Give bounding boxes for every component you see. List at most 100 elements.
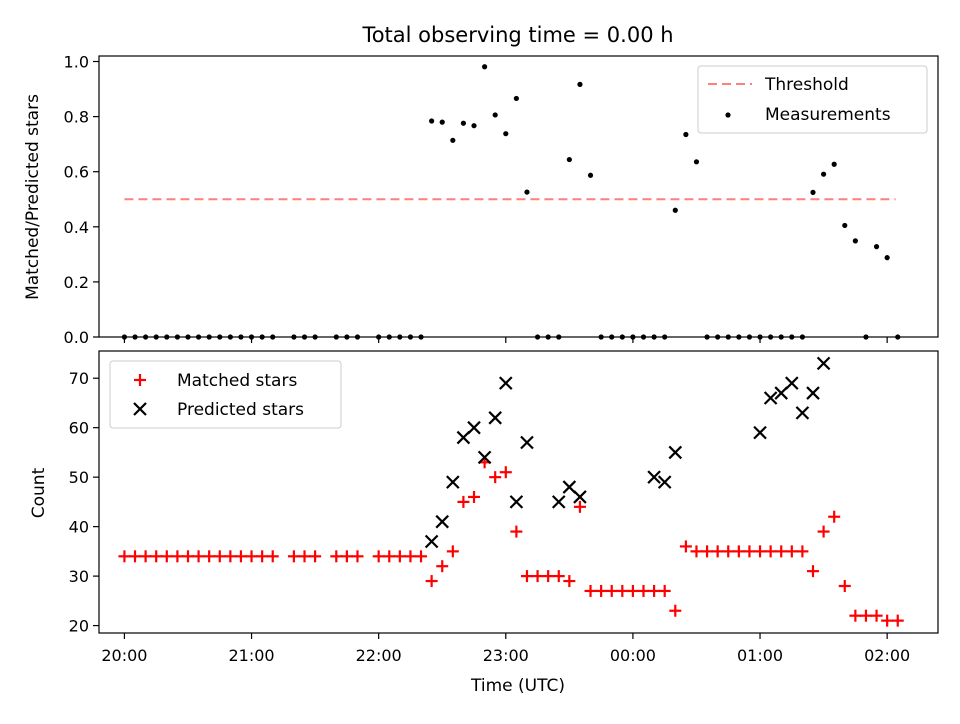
count-y-tick-label: 30	[69, 567, 89, 586]
matched-star-point	[637, 584, 650, 597]
matched-star-point	[171, 550, 184, 563]
matched-star-point	[881, 614, 894, 627]
measurement-point	[863, 334, 869, 340]
matched-star-point	[224, 550, 237, 563]
count-y-ticks: 20 30 40 50 60 70	[69, 369, 99, 636]
matched-star-point	[573, 500, 586, 513]
matched-star-point	[287, 550, 300, 563]
measurement-point	[746, 334, 753, 340]
measurement-point	[662, 334, 668, 340]
matched-star-point	[351, 550, 364, 563]
count-y-tick-label: 70	[69, 369, 89, 388]
measurement-point	[460, 120, 467, 126]
count-x-tick-label: 21:00	[228, 646, 274, 665]
matched-star-point	[446, 545, 459, 558]
measurement-point	[185, 334, 191, 340]
matched-stars-points	[118, 456, 904, 627]
matched-star-point	[806, 565, 819, 578]
predicted-star-point	[774, 386, 788, 400]
measurement-point	[407, 334, 414, 340]
predicted-stars-points	[424, 356, 831, 549]
measurement-point	[238, 334, 244, 340]
matched-star-point	[701, 545, 714, 558]
matched-star-point	[489, 471, 502, 484]
measurement-point	[842, 222, 848, 229]
count-panel: 20 30 40 50 60 70 20:00 21:00 22:00 23:00 00:00 01…	[29, 350, 939, 696]
matched-star-point	[531, 570, 544, 583]
measurement-point	[651, 334, 657, 340]
measurement-point	[333, 334, 339, 340]
matched-star-point	[256, 550, 269, 563]
matched-star-point	[563, 575, 576, 588]
legend-measurements-label: Measurements	[765, 105, 891, 125]
measurement-point	[492, 112, 498, 118]
measurement-point	[418, 334, 424, 340]
measurement-point	[312, 334, 318, 340]
measurement-point	[789, 334, 795, 340]
predicted-star-point	[499, 376, 513, 390]
matched-star-point	[552, 570, 565, 583]
measurement-point	[429, 118, 435, 124]
matched-star-point	[732, 545, 745, 558]
ratio-y-axis-label: Matched/Predicted stars	[23, 94, 43, 300]
x-axis-label: Time (UTC)	[470, 676, 565, 696]
measurement-point	[704, 334, 710, 340]
measurement-point	[503, 131, 509, 137]
measurement-point	[471, 123, 477, 129]
measurement-point	[895, 334, 901, 340]
legend-predicted-label: Predicted stars	[177, 400, 304, 420]
matched-star-point	[743, 545, 756, 558]
measurement-point	[725, 334, 731, 340]
matched-star-point	[139, 550, 152, 563]
ratio-y-tick-label: 0.8	[64, 108, 89, 127]
matched-star-point	[298, 550, 311, 563]
measurement-point	[556, 334, 562, 340]
count-y-axis-label: Count	[29, 467, 49, 518]
measurement-points	[121, 64, 901, 340]
matched-star-point	[605, 584, 618, 597]
figure-title: Total observing time = 0.00 h	[361, 23, 673, 47]
matched-star-point	[626, 584, 639, 597]
measurement-point	[820, 171, 827, 177]
measurement-point	[153, 334, 159, 340]
count-y-tick-label: 60	[69, 419, 89, 438]
predicted-star-point	[785, 376, 799, 390]
count-x-tick-label: 00:00	[610, 646, 656, 665]
measurement-point	[482, 64, 488, 70]
predicted-star-point	[467, 420, 481, 435]
legend-matched-label: Matched stars	[177, 371, 297, 391]
count-x-tick-label: 22:00	[356, 646, 402, 665]
measurement-point	[206, 334, 212, 340]
ratio-y-tick-label: 1.0	[64, 53, 89, 72]
matched-star-point	[849, 609, 862, 622]
matched-star-point	[520, 570, 533, 583]
count-x-tick-label: 23:00	[483, 646, 529, 665]
measurement-point	[672, 207, 678, 213]
ratio-y-tick-label: 0.0	[64, 328, 89, 347]
measurement-point	[301, 334, 308, 340]
ratio-y-tick-label: 0.4	[64, 218, 89, 237]
matched-star-point	[393, 550, 406, 563]
matched-star-point	[425, 575, 438, 588]
ratio-legend: Threshold Measurements	[697, 65, 928, 134]
matched-star-point	[775, 545, 788, 558]
measurement-point	[248, 334, 255, 340]
matched-star-point	[669, 604, 682, 617]
count-legend-box	[109, 360, 342, 429]
legend-measurements-swatch	[725, 112, 731, 118]
predicted-star-point	[424, 534, 439, 549]
predicted-star-point	[435, 514, 450, 529]
measurement-point	[598, 334, 604, 340]
measurement-point	[227, 334, 233, 340]
matched-star-point	[309, 550, 322, 563]
measurement-point	[778, 334, 784, 340]
ratio-panel-frame	[98, 55, 939, 338]
measurement-point	[799, 334, 806, 340]
matched-star-point	[595, 584, 608, 597]
matched-star-point	[160, 550, 173, 563]
matched-star-point	[690, 545, 703, 558]
measurement-point	[143, 334, 149, 340]
predicted-star-point	[763, 391, 778, 405]
matched-star-point	[648, 584, 661, 597]
